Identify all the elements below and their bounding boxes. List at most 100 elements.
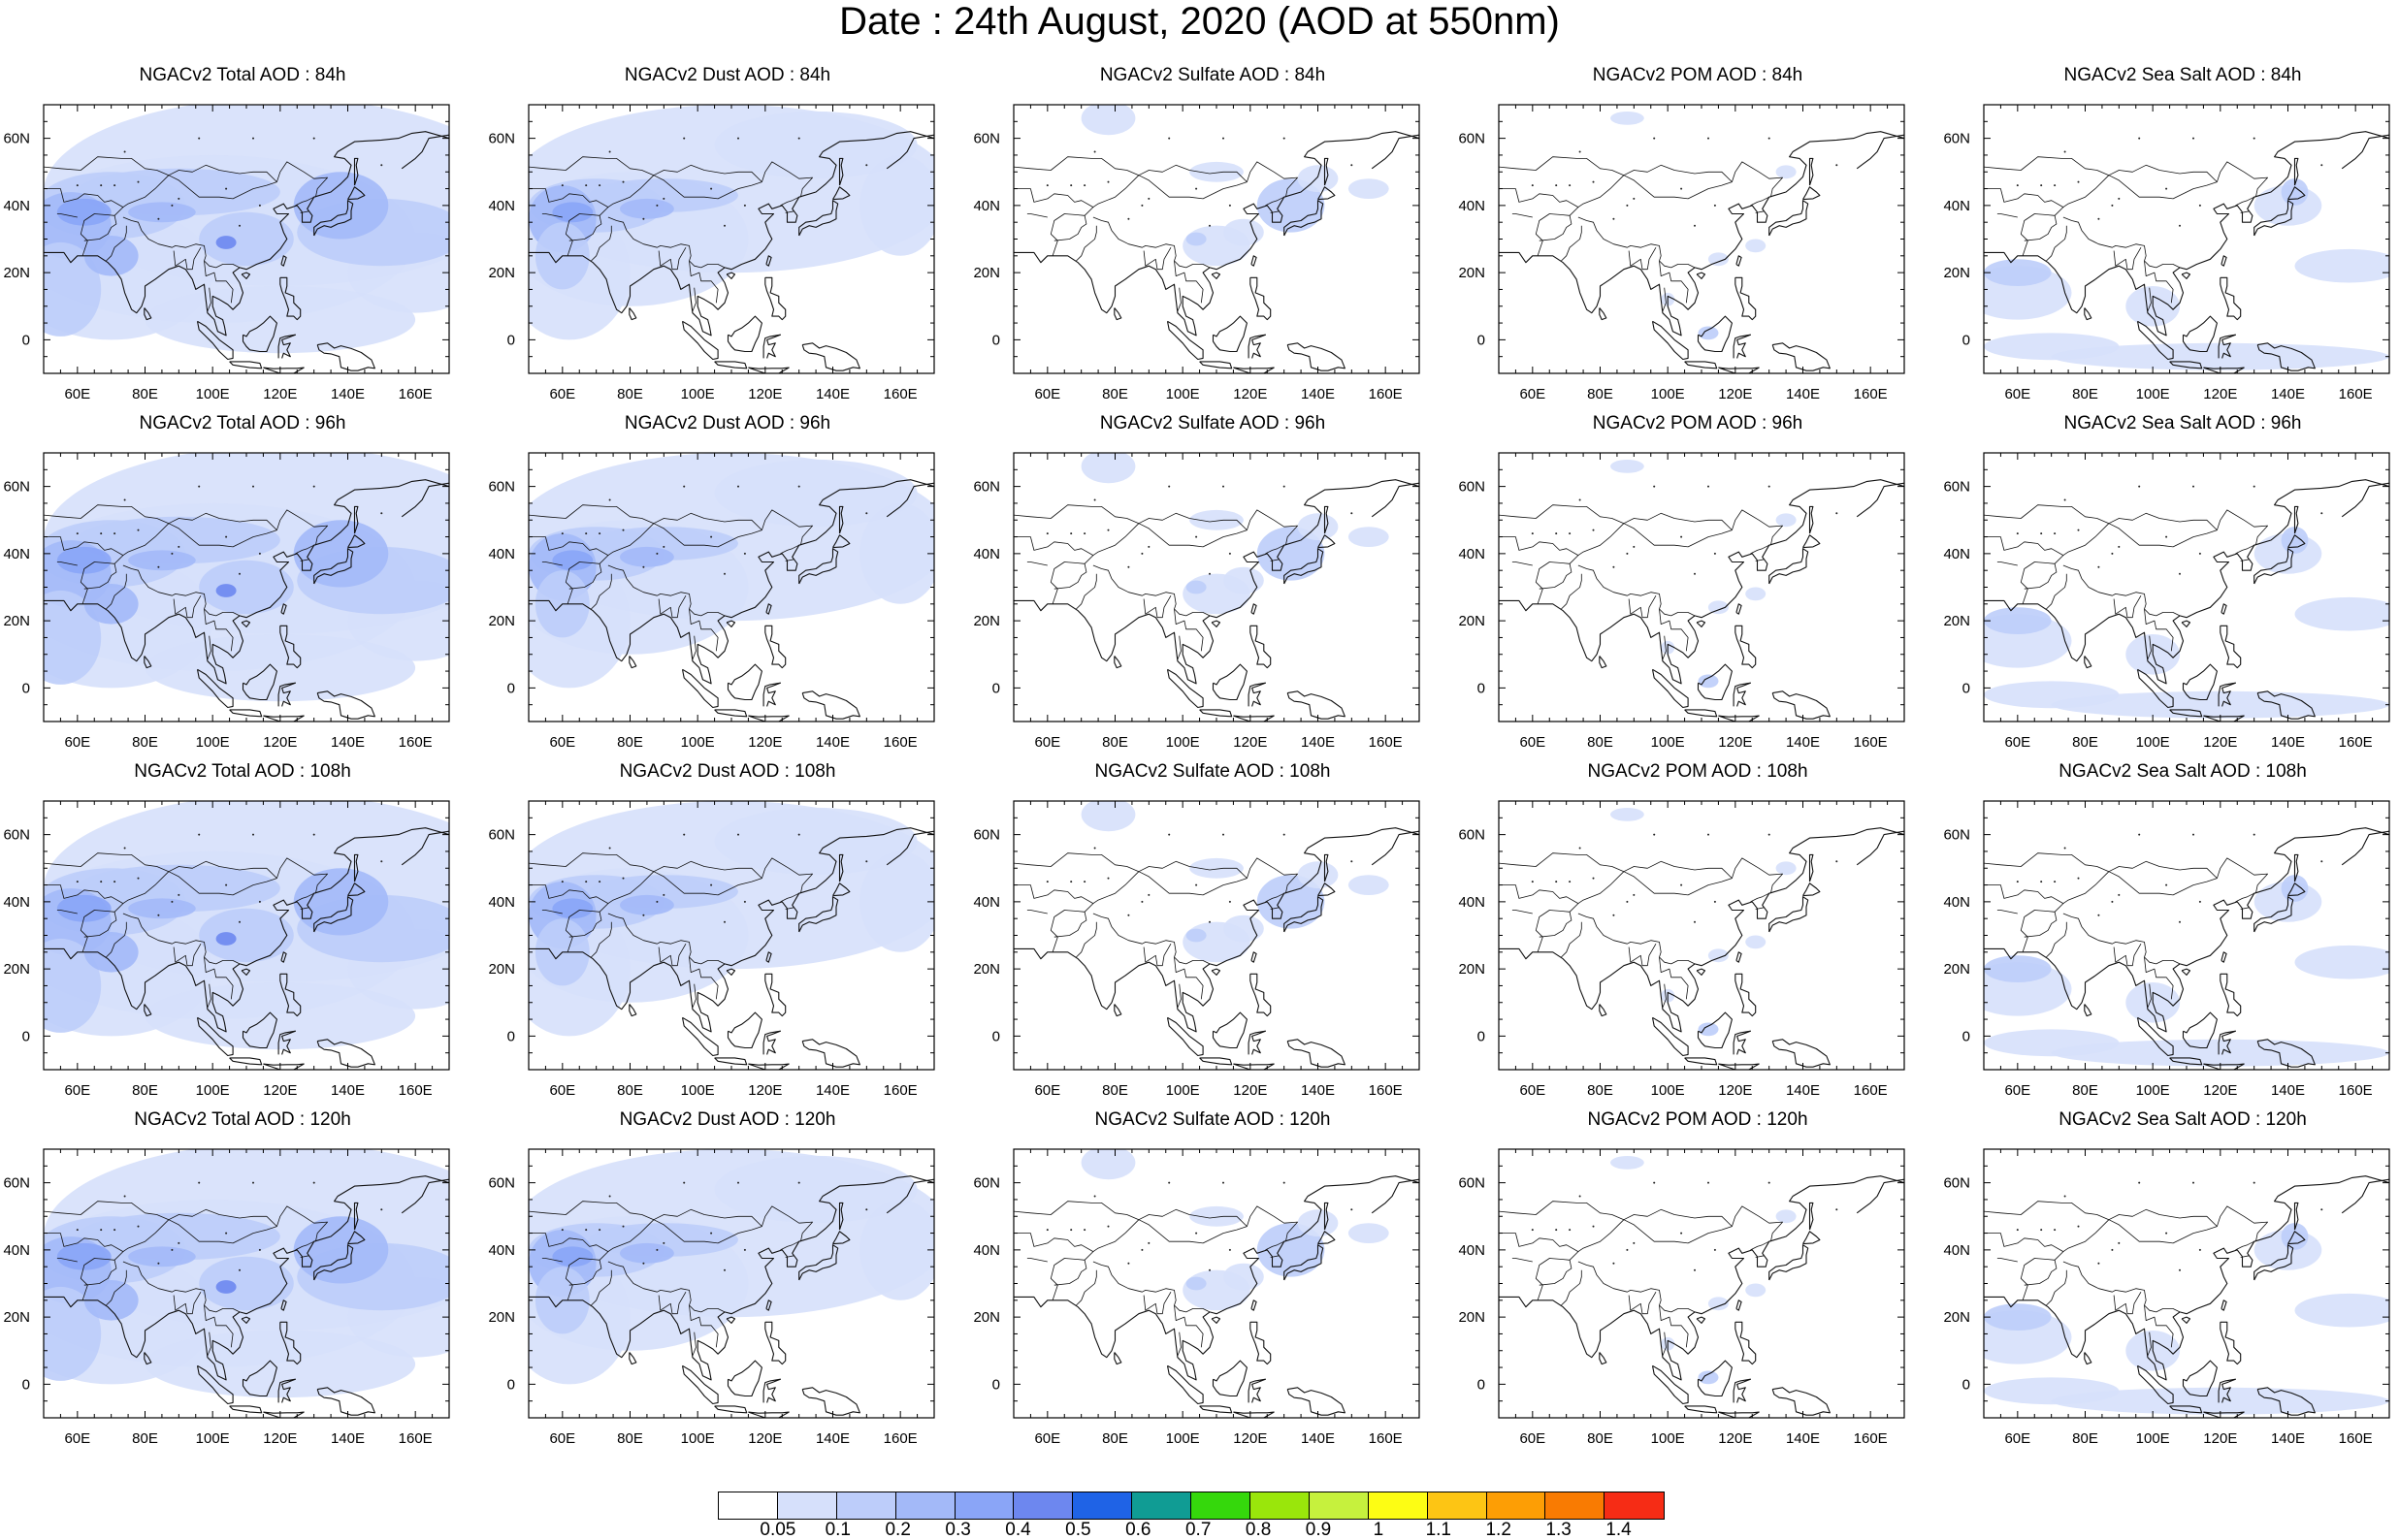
coastline [347,534,366,549]
coastlines [1984,1175,2389,1418]
coastline [2220,625,2242,669]
colorbar-label: 0.8 [1245,1520,1272,1540]
lake-dot [2016,184,2019,187]
lon-tick-label: 100E [196,734,230,751]
lon-tick-label: 80E [2072,734,2098,751]
lake-dot [1835,860,1838,863]
lake-dot [198,485,201,488]
coastline [2220,973,2242,1017]
coastline [1248,682,1267,707]
coastline [2084,307,2092,321]
lake-dot [1767,485,1770,488]
coastline [313,548,354,585]
aod-field [44,453,449,702]
coastline [1750,544,1769,555]
lon-tick-label: 160E [884,734,918,751]
aod-region [2294,945,2389,979]
lat-tick-label: 20N [1458,265,1485,281]
coastline [1174,956,1204,1000]
coastline [122,913,241,965]
coastline [591,573,612,610]
lake-dot [100,532,103,535]
coastline [263,367,305,373]
lat-tick-label: 40N [973,894,1000,911]
aod-region [1297,513,1339,541]
aod-region [1347,178,1389,199]
panel-title: NGACv2 POM AOD : 120h [1587,1109,1808,1130]
coastline [1143,943,1172,967]
coastline [2108,1208,2218,1227]
coastline [629,1352,637,1365]
coastline [1768,548,1809,585]
aod-region [859,851,934,952]
panel-title: NGACv2 Sulfate AOD : 84h [1099,65,1326,85]
lat-tick-label: 20N [488,265,515,281]
coastlines [529,1175,934,1418]
aod-region [1698,674,1719,689]
aod-field [529,801,934,1037]
lon-tick-label: 140E [331,1430,365,1447]
coastline [2181,272,2191,279]
coastline [629,307,637,321]
coastline [568,563,602,590]
coastline [1984,536,2064,604]
coastline [692,1331,697,1357]
coastline [591,1269,612,1306]
lake-dot [198,1181,201,1184]
coastline [2235,196,2254,207]
lon-tick-label: 80E [2072,1082,2098,1099]
lake-dot [380,512,383,515]
coastline [44,536,124,604]
coastline [2062,913,2181,965]
lon-tick-label: 160E [884,386,918,402]
lake-dot [1141,1248,1144,1251]
coastline [2169,361,2203,369]
coastline [1561,921,1582,958]
coastline [2046,921,2067,958]
coastline [300,559,309,561]
coastline [832,882,851,897]
colorbar-label: 1.3 [1545,1520,1572,1540]
coastline [1014,504,1140,525]
lon-tick-label: 60E [1519,1430,1545,1447]
aod-region [859,503,934,604]
coastline [1499,479,1904,685]
colorbar-swatch [1250,1492,1310,1519]
aod-region [215,236,237,249]
coastline [295,196,314,207]
aod-region [1189,161,1244,182]
lake-dot [585,184,588,187]
lon-tick-label: 140E [1301,1430,1335,1447]
lake-dot [1195,187,1198,190]
aod-region [1185,1276,1207,1291]
aod-region [1297,165,1339,193]
lon-tick-label: 140E [816,734,850,751]
aod-field [44,801,449,1050]
coastline [44,131,449,337]
lake-dot [585,881,588,883]
lake-dot [100,881,103,883]
lake-dot [599,881,601,883]
lake-dot [1578,847,1581,850]
lon-tick-label: 80E [617,386,643,402]
aod-region [620,198,674,219]
lake-dot [1694,920,1696,923]
lake-dot [797,1181,800,1184]
lake-dot [2198,900,2201,903]
coastline [1755,1255,1765,1258]
aod-region [215,932,237,946]
lon-tick-label: 140E [816,386,850,402]
lake-dot [642,217,645,220]
coastline [607,216,726,269]
coastline [764,625,787,669]
coastline [2235,1240,2254,1251]
lake-dot [198,833,201,836]
lake-dot [1107,529,1110,531]
coastline [568,1260,602,1286]
coastline [1323,1202,1329,1231]
lake-dot [1713,552,1716,555]
lake-dot [1127,914,1130,916]
aod-region [1347,1223,1389,1243]
coastline [1561,1269,1582,1306]
lake-dot [622,180,625,183]
